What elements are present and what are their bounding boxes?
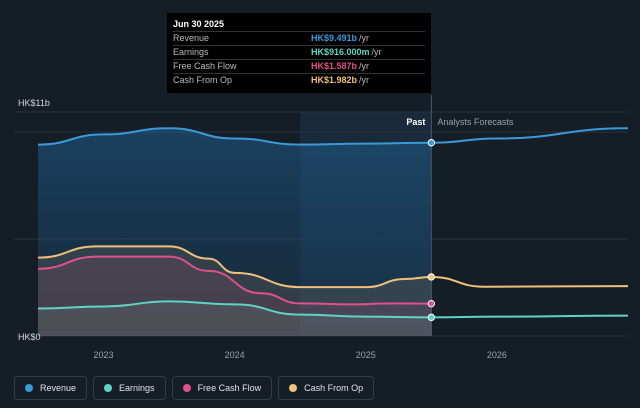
- cash-from-op-line: [37, 245, 629, 289]
- legend-item-earnings[interactable]: Earnings: [93, 376, 166, 400]
- x-tick-2026: 2026: [487, 350, 507, 360]
- tooltip-row: Revenue HK$9.491b/yr: [173, 31, 425, 45]
- tooltip-row: Cash From Op HK$1.982b/yr: [173, 73, 425, 87]
- legend-label: Revenue: [40, 383, 77, 393]
- legend-label: Cash From Op: [304, 383, 364, 393]
- legend-dot-icon: [289, 384, 298, 392]
- tooltip-label: Cash From Op: [173, 75, 233, 85]
- tooltip: Jun 30 2025 Revenue HK$9.491b/yr Earnings H…: [167, 13, 431, 93]
- tooltip-row: Free Cash Flow HK$1.587b/yr: [173, 59, 425, 73]
- tooltip-unit: /yr: [359, 33, 370, 43]
- tooltip-value: HK$9.491b: [311, 33, 358, 43]
- tooltip-row: Earnings HK$916.000m/yr: [173, 45, 425, 59]
- cash-from-op-marker: [427, 273, 436, 281]
- legend-item-cash-from-op[interactable]: Cash From Op: [278, 376, 375, 400]
- legend-label: Free Cash Flow: [197, 383, 262, 393]
- past-label: Past: [406, 117, 425, 127]
- chart-area: HK$11b HK$0 Past Analysts Forecasts 2023 2024…: [14, 95, 629, 360]
- tooltip-value: HK$1.982b: [311, 75, 358, 85]
- legend-item-revenue[interactable]: Revenue: [14, 376, 88, 400]
- tooltip-date: Jun 30 2025: [173, 19, 225, 29]
- earnings-marker: [427, 313, 436, 322]
- tooltip-unit: /yr: [371, 47, 382, 57]
- tooltip-label: Earnings: [173, 47, 209, 57]
- y-axis-zero-label: HK$0: [18, 332, 41, 342]
- earnings-area: [38, 301, 432, 336]
- x-tick-2025: 2025: [356, 350, 376, 360]
- y-axis-top-label: HK$11b: [18, 98, 50, 108]
- cash-from-op-area: [38, 246, 432, 336]
- revenue-marker: [427, 139, 436, 147]
- legend-item-free-cash-flow[interactable]: Free Cash Flow: [171, 376, 273, 400]
- revenue-line: [37, 127, 629, 146]
- legend-dot-icon: [182, 384, 191, 392]
- legend-dot-icon: [25, 384, 33, 392]
- free-cash-flow-line: [37, 255, 432, 306]
- forecast-label: Analysts Forecasts: [437, 117, 514, 127]
- tooltip-unit: /yr: [359, 61, 370, 71]
- tooltip-label: Free Cash Flow: [173, 61, 237, 71]
- free-cash-flow-marker: [427, 299, 436, 308]
- x-tick-2024: 2024: [225, 350, 245, 360]
- legend-label: Earnings: [119, 383, 155, 393]
- legend-dot-icon: [104, 384, 113, 392]
- revenue-area: [38, 128, 432, 336]
- earnings-line: [37, 300, 629, 319]
- tooltip-label: Revenue: [173, 33, 210, 43]
- tooltip-value: HK$1.587b: [311, 61, 358, 71]
- x-tick-2023: 2023: [94, 350, 114, 360]
- tooltip-value: HK$916.000m: [311, 47, 370, 57]
- legend: Revenue Earnings Free Cash Flow Cash From O…: [14, 376, 375, 400]
- tooltip-unit: /yr: [359, 75, 370, 85]
